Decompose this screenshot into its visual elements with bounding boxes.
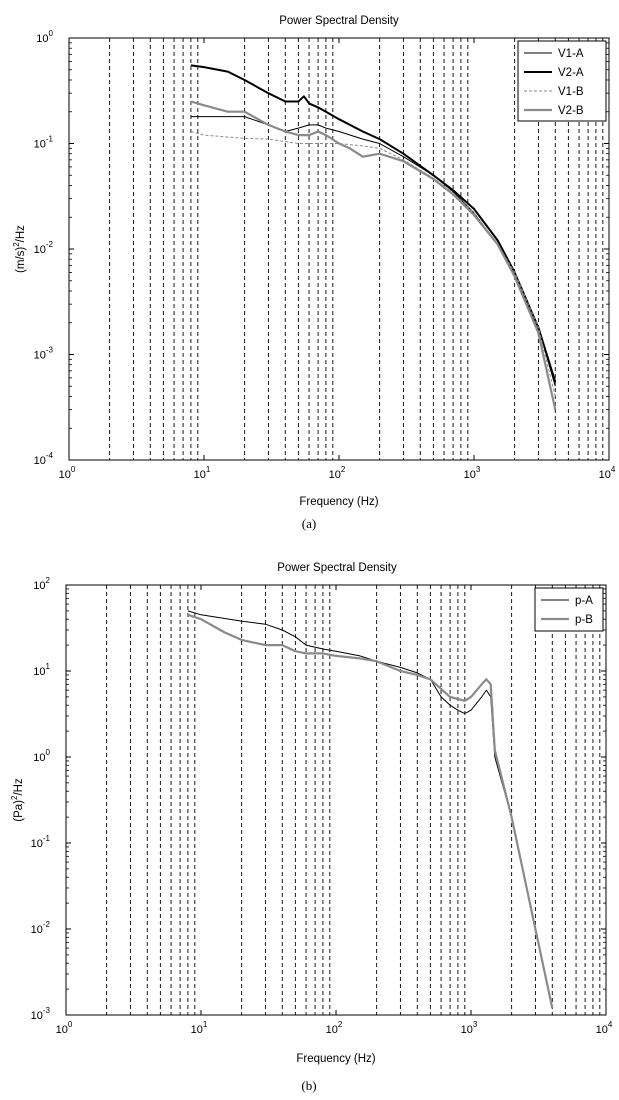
- panel-a-x-tick-labels: 100 101 102 103 104: [59, 465, 616, 481]
- y-tick-label: 101: [33, 662, 50, 678]
- y-tick-label: 100: [33, 748, 50, 764]
- panel-a-title: Power Spectral Density: [279, 15, 399, 27]
- y-tick-label: 10-2: [31, 920, 51, 936]
- y-tick-label: 10-1: [31, 834, 51, 850]
- x-tick-label: 103: [464, 465, 481, 481]
- panel-b-title: Power Spectral Density: [277, 562, 397, 574]
- panel-b-y-tick-labels: 10-3 10-2 10-1 100 101 102: [31, 576, 51, 1022]
- x-tick-label: 102: [329, 465, 346, 481]
- y-tick-label: 10-4: [34, 451, 54, 467]
- legend-label-p-b: p-B: [575, 614, 593, 626]
- legend-box: [517, 40, 607, 122]
- panel-b-caption: (b): [301, 1078, 316, 1093]
- panel-a-caption: (a): [302, 516, 316, 531]
- panel-b-grid: [106, 585, 601, 1015]
- y-tick-label: 10-3: [34, 346, 54, 362]
- legend-label-v1-a: V1-A: [558, 48, 584, 60]
- panel-a-legend: V1-A V2-A V1-B V2-B: [517, 40, 607, 122]
- series-line-p-a: [187, 610, 553, 1009]
- series-line-v1-b: [190, 131, 556, 397]
- x-tick-label: 102: [326, 1020, 343, 1036]
- panel-a-y-axis-label: (m/s)2/Hz: [12, 225, 27, 273]
- x-tick-label: 103: [461, 1020, 478, 1036]
- panel-a-grid: [109, 38, 604, 460]
- x-tick-label: 101: [191, 1020, 208, 1036]
- legend-box: [534, 587, 604, 632]
- legend-label-v2-b: V2-B: [558, 105, 584, 117]
- panel-b-x-tick-labels: 100 101 102 103 104: [56, 1020, 613, 1036]
- legend-label-v2-a: V2-A: [558, 67, 584, 79]
- legend-label-p-a: p-A: [575, 595, 593, 607]
- x-tick-label: 100: [56, 1020, 73, 1036]
- y-tick-label: 10-3: [31, 1006, 51, 1022]
- x-tick-label: 104: [599, 465, 616, 481]
- y-tick-label: 100: [36, 29, 53, 45]
- y-tick-label: 10-2: [34, 240, 54, 256]
- y-tick-label: 102: [33, 576, 50, 592]
- panel-b-legend: p-A p-B: [534, 587, 604, 632]
- series-line-v2-b: [190, 100, 557, 410]
- y-tick-label: 10-1: [34, 135, 54, 151]
- panel-b-y-axis-label: (Pa)2/Hz: [10, 778, 25, 822]
- x-tick-label: 104: [596, 1020, 613, 1036]
- panel-b: Power Spectral Density 100 101 102 103 104 1…: [10, 562, 613, 1093]
- legend-label-v1-b: V1-B: [558, 86, 584, 98]
- series-line-v2-a: [190, 64, 557, 383]
- panel-b-x-axis-label: Frequency (Hz): [296, 1053, 375, 1065]
- panel-a-x-axis-label: Frequency (Hz): [299, 496, 378, 508]
- panel-b-major-ticks: [65, 584, 607, 1016]
- panel-a-y-tick-labels: 10-4 10-3 10-2 10-1 100: [34, 29, 54, 467]
- x-tick-label: 101: [194, 465, 211, 481]
- panel-b-series: [187, 610, 554, 1009]
- series-line-p-b: [187, 613, 554, 1009]
- x-tick-label: 100: [59, 465, 76, 481]
- panel-a-series: [190, 64, 557, 410]
- panel-a: Power Spectral Density 100 101 102 103 104 1…: [12, 15, 616, 531]
